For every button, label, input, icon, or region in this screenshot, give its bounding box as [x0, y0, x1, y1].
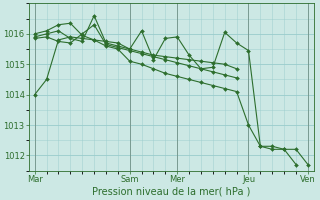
X-axis label: Pression niveau de la mer( hPa ): Pression niveau de la mer( hPa )	[92, 187, 251, 197]
